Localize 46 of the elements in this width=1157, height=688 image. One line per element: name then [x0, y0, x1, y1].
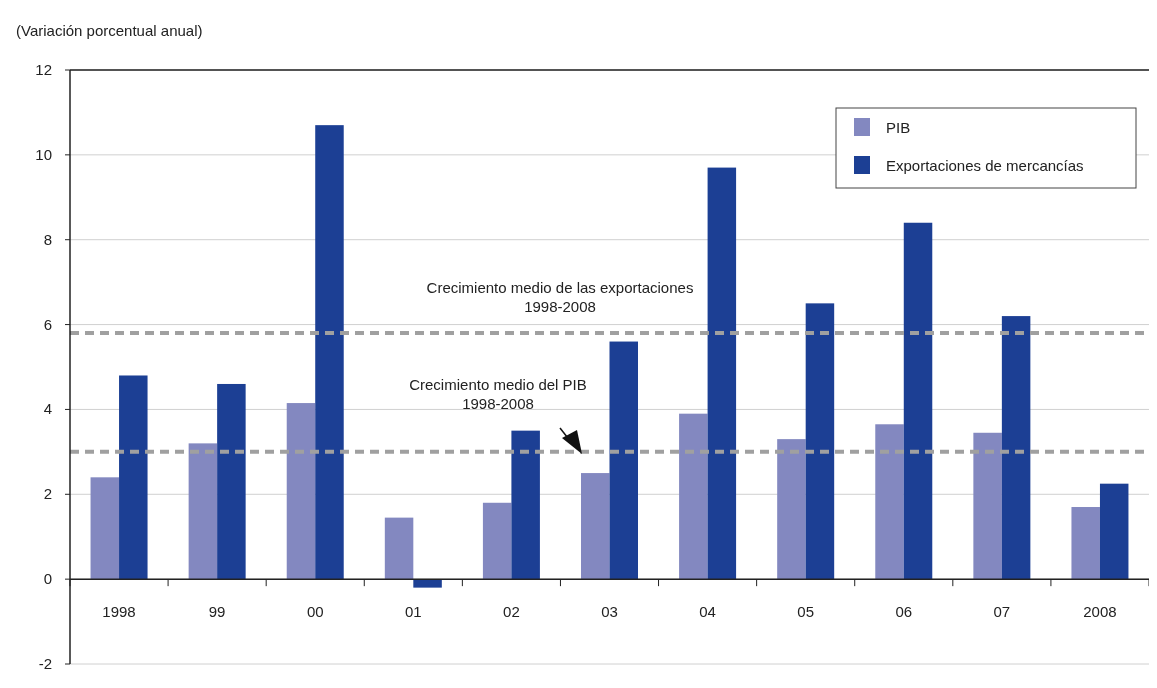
x-tick-label: 1998 — [102, 603, 136, 621]
y-tick-label: 12 — [35, 61, 52, 78]
bar — [315, 125, 344, 580]
bar — [1001, 316, 1031, 580]
bar — [707, 167, 737, 580]
bar — [511, 430, 540, 580]
x-tick-label: 03 — [601, 603, 618, 621]
bar — [875, 424, 904, 580]
bar — [90, 477, 120, 580]
bar — [286, 403, 316, 580]
y-axis-title: (Variación porcentual anual) — [16, 22, 203, 39]
bar — [609, 341, 638, 580]
y-tick-label: 4 — [43, 400, 52, 418]
ref-line-label: Crecimiento medio del PIB 1998-2008 — [409, 375, 587, 412]
x-tick-label: 2008 — [1083, 603, 1117, 621]
bar — [384, 517, 414, 580]
bar — [1071, 507, 1100, 580]
bar — [482, 502, 512, 580]
ref-line-label: Crecimiento medio de las exportaciones 1998-2008 — [426, 279, 694, 316]
x-tick-label: 06 — [895, 603, 913, 621]
bar — [973, 432, 1002, 580]
bar — [679, 413, 708, 580]
y-tick-label: 2 — [43, 485, 52, 503]
x-tick-label: 99 — [208, 603, 226, 621]
legend-label: Exportaciones de mercancías — [886, 157, 1084, 174]
legend-label: PIB — [886, 119, 911, 136]
bar — [413, 579, 442, 588]
y-tick-label: -2 — [38, 655, 52, 672]
y-tick-label: 0 — [43, 570, 52, 588]
x-tick-label: 02 — [503, 603, 520, 621]
x-tick-label: 01 — [404, 603, 422, 621]
y-tick-label: 6 — [43, 315, 52, 333]
x-tick-label: 00 — [306, 603, 324, 621]
y-tick-label: 10 — [35, 145, 52, 163]
y-tick-label: 8 — [43, 230, 52, 248]
bar — [581, 473, 610, 580]
bar — [1099, 483, 1129, 580]
x-tick-label: 04 — [699, 603, 716, 621]
bar — [217, 383, 246, 580]
bar — [903, 222, 933, 580]
x-tick-label: 07 — [993, 603, 1011, 621]
bar — [188, 443, 218, 580]
bar — [119, 375, 148, 580]
bar — [777, 439, 806, 580]
bar — [805, 303, 835, 580]
x-tick-label: 05 — [797, 603, 815, 621]
